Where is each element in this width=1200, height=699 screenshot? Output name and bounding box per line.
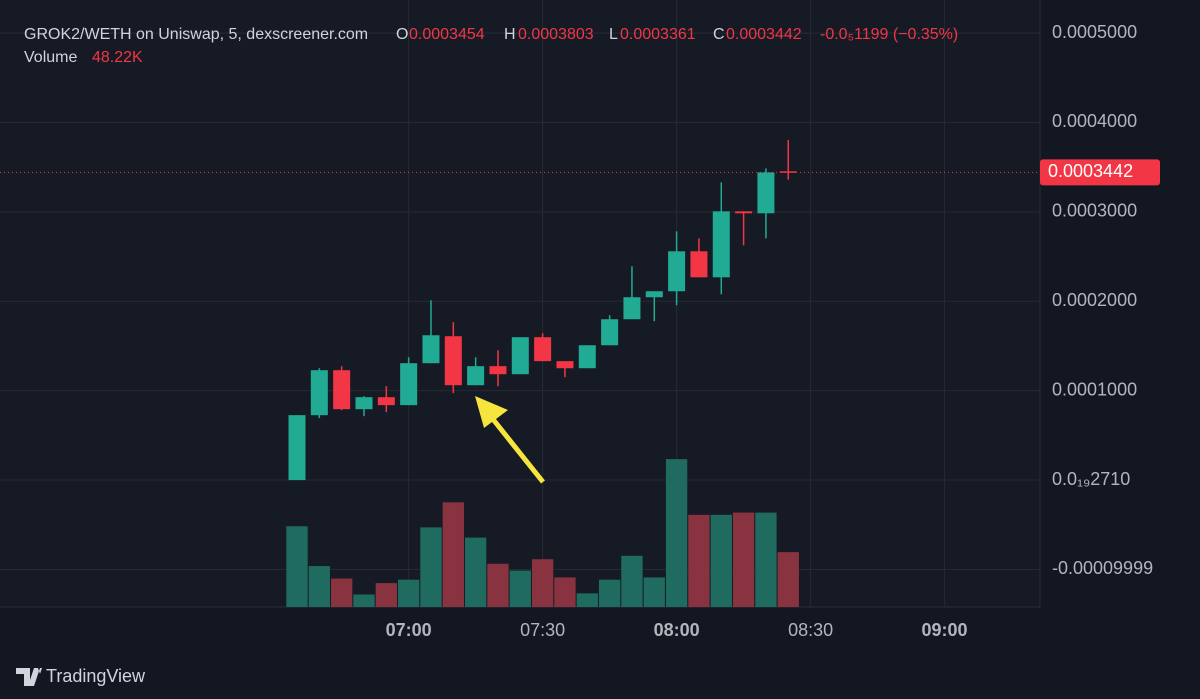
candle-body: [400, 363, 418, 406]
candle-body: [623, 297, 641, 320]
price-label: 0.0003442: [1048, 161, 1133, 181]
x-tick-label: 07:00: [386, 620, 432, 640]
open-value: 0.0003454: [409, 26, 485, 43]
low-value: 0.0003361: [620, 26, 696, 43]
arrow-shaft: [490, 416, 545, 484]
y-tick-label: 0.0003000: [1052, 201, 1137, 221]
x-tick-label: 09:00: [922, 620, 968, 640]
volume-bar: [330, 578, 353, 607]
arrow-head: [475, 396, 508, 428]
y-tick-label: 0.0₁₉2710: [1052, 469, 1130, 489]
candle-body: [735, 211, 753, 214]
candle-body: [690, 251, 708, 278]
marks: [286, 140, 799, 607]
volume-bar: [732, 512, 755, 607]
volume-bar: [665, 459, 688, 607]
candle-body: [511, 337, 529, 375]
y-tick-label: 0.0004000: [1052, 111, 1137, 131]
candle-body: [757, 172, 775, 214]
volume-bar: [688, 514, 710, 607]
volume-bar: [598, 579, 621, 607]
volume-bar: [442, 502, 464, 607]
branding: TradingView: [16, 666, 146, 686]
candle-body: [712, 211, 730, 278]
grid: [0, 0, 1040, 607]
annotation-arrow: [475, 396, 545, 484]
candle-body: [310, 370, 328, 416]
candle-body: [556, 361, 574, 369]
volume-bar: [286, 526, 308, 607]
volume-bar: [509, 570, 531, 607]
volume-bar: [621, 555, 643, 607]
y-tick-label: -0.00009999: [1052, 558, 1153, 578]
volume-bar: [554, 577, 576, 607]
x-tick-label: 07:30: [520, 620, 565, 640]
symbol: GROK2/WETH on Uniswap, 5, dexscreener.co…: [24, 26, 368, 43]
candle-body: [377, 397, 395, 406]
candle-body: [333, 370, 351, 410]
candle-body: [645, 291, 663, 298]
volume-bar: [375, 583, 397, 607]
high-value: 0.0003803: [518, 26, 594, 43]
volume-bar: [777, 552, 799, 607]
candle-body: [534, 337, 552, 362]
logo: [16, 668, 42, 686]
open-label: O: [396, 26, 408, 43]
y-tick-label: 0.0001000: [1052, 379, 1137, 399]
volume-bar: [755, 512, 777, 607]
candle-body: [668, 251, 686, 292]
candle-body: [422, 335, 440, 364]
volume-value: 48.22K: [92, 49, 143, 66]
volume-bar: [576, 593, 598, 607]
x-tick-label: 08:00: [654, 620, 700, 640]
volume-bar: [710, 514, 732, 607]
volume-bar: [308, 566, 330, 607]
change: -0.0₅1199 (−0.35%): [820, 26, 958, 43]
volume-bar: [464, 537, 487, 607]
volume-bar: [353, 594, 375, 607]
candle-body: [444, 336, 462, 386]
x-tick-label: 08:30: [788, 620, 833, 640]
volume-bar: [487, 563, 509, 607]
volume-bar: [420, 527, 442, 607]
candle-body: [355, 397, 373, 410]
y-tick-label: 0.0002000: [1052, 290, 1137, 310]
candle-body: [467, 366, 485, 386]
volume-bar: [397, 579, 420, 607]
y-tick-label: 0.0005000: [1052, 22, 1137, 42]
close-label: C: [713, 26, 725, 43]
candle-body: [578, 345, 596, 369]
volume-bar: [531, 559, 554, 607]
volume-bar: [643, 577, 665, 607]
plot-area: [0, 0, 1040, 607]
low-label: L: [609, 26, 618, 43]
candle-body: [601, 319, 619, 346]
high-label: H: [504, 26, 516, 43]
price-label-box: [1040, 159, 1160, 186]
candle-body: [489, 366, 507, 375]
close-value: 0.0003442: [726, 26, 802, 43]
candle-body: [288, 415, 306, 481]
brand-name: TradingView: [46, 666, 146, 686]
volume-label: Volume: [24, 49, 77, 66]
legend: GROK2/WETH on Uniswap, 5, dexscreener.co…: [24, 26, 958, 66]
